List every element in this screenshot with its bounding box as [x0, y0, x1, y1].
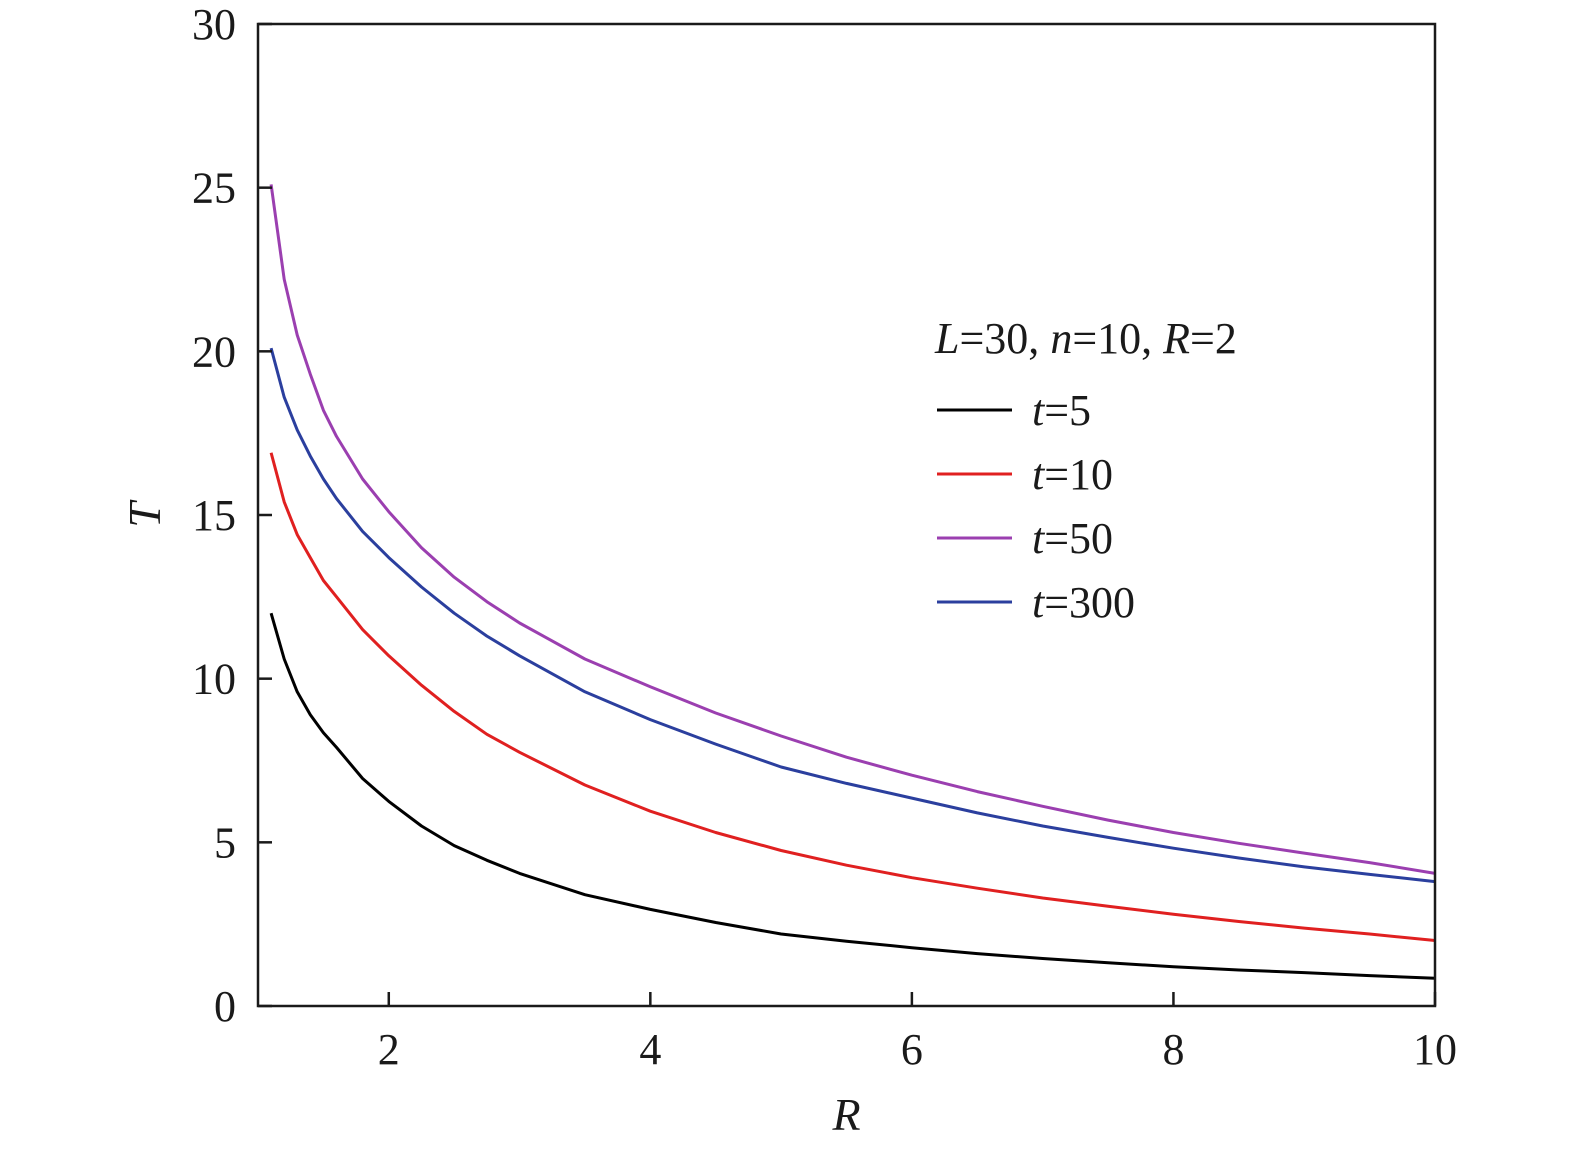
- series-line-1: [269, 612, 1436, 980]
- legend-label-1: t=5: [1032, 386, 1091, 435]
- y-tick-label: 10: [192, 655, 236, 704]
- y-tick-label: 15: [192, 491, 236, 540]
- y-tick-label: 5: [214, 818, 236, 867]
- series-line-2: [269, 452, 1436, 942]
- series-group: [269, 184, 1436, 980]
- y-tick-label: 30: [192, 0, 236, 49]
- y-axis-label: T: [119, 499, 170, 528]
- legend: L=30, n=10, R=2 t=5 t=10 t=50 t=300: [934, 314, 1237, 627]
- x-tick-label: 8: [1162, 1025, 1184, 1074]
- x-tick-label: 2: [378, 1025, 400, 1074]
- axis-ticks: [258, 22, 1437, 1008]
- series-line-4: [269, 347, 1436, 884]
- legend-label-3: t=50: [1032, 514, 1113, 563]
- y-tick-label: 25: [192, 164, 236, 213]
- x-axis-label: R: [831, 1089, 860, 1140]
- x-tick-label: 10: [1413, 1025, 1457, 1074]
- legend-label-2: t=10: [1032, 450, 1113, 499]
- y-tick-label: 0: [214, 982, 236, 1031]
- x-tick-label: 6: [901, 1025, 923, 1074]
- legend-title: L=30, n=10, R=2: [934, 314, 1237, 363]
- x-tick-label: 4: [639, 1025, 661, 1074]
- y-tick-label: 20: [192, 327, 236, 376]
- legend-label-4: t=300: [1032, 578, 1135, 627]
- tick-labels: 2 4 6 8 10 0 5 10 15 20 25 30: [192, 0, 1457, 1074]
- series-line-3: [269, 184, 1436, 875]
